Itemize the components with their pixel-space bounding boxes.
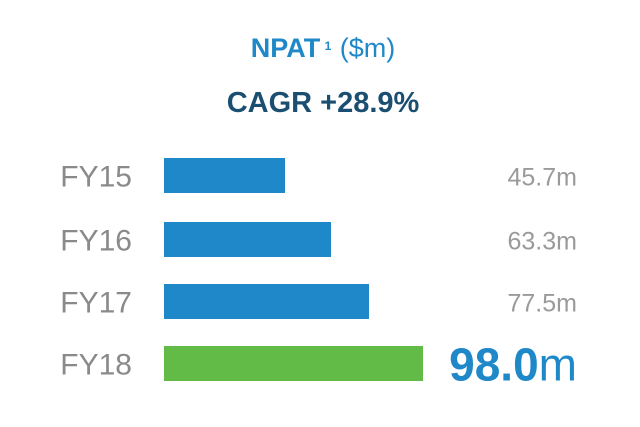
value-label-highlight: 98.0m bbox=[449, 339, 577, 391]
category-label: FY16 bbox=[60, 225, 132, 258]
category-label: FY18 bbox=[60, 349, 132, 382]
value-label-suffix: m bbox=[556, 164, 577, 192]
category-label: FY17 bbox=[60, 287, 132, 320]
value-label-number: 77.5 bbox=[508, 290, 557, 318]
chart-title: NPAT 1 ($m) bbox=[251, 33, 396, 63]
value-label-number: 45.7 bbox=[508, 164, 557, 192]
bar bbox=[164, 222, 331, 257]
chart-title-unit: ($m) bbox=[340, 33, 396, 63]
category-label: FY15 bbox=[60, 161, 132, 194]
chart-title-superscript: 1 bbox=[325, 39, 332, 53]
bar-highlight bbox=[164, 346, 423, 381]
bar bbox=[164, 284, 369, 319]
value-label-number: 98.0 bbox=[449, 339, 539, 391]
value-label-suffix: m bbox=[556, 290, 577, 318]
value-label-number: 63.3 bbox=[508, 228, 557, 256]
value-label: 45.7m bbox=[508, 164, 578, 192]
value-label-suffix: m bbox=[539, 339, 577, 391]
value-label: 63.3m bbox=[508, 228, 578, 256]
bar bbox=[164, 158, 285, 193]
value-label: 77.5m bbox=[508, 290, 578, 318]
value-label-suffix: m bbox=[556, 228, 577, 256]
chart-subtitle: CAGR +28.9% bbox=[227, 87, 420, 119]
chart-title-main: NPAT bbox=[251, 33, 321, 63]
